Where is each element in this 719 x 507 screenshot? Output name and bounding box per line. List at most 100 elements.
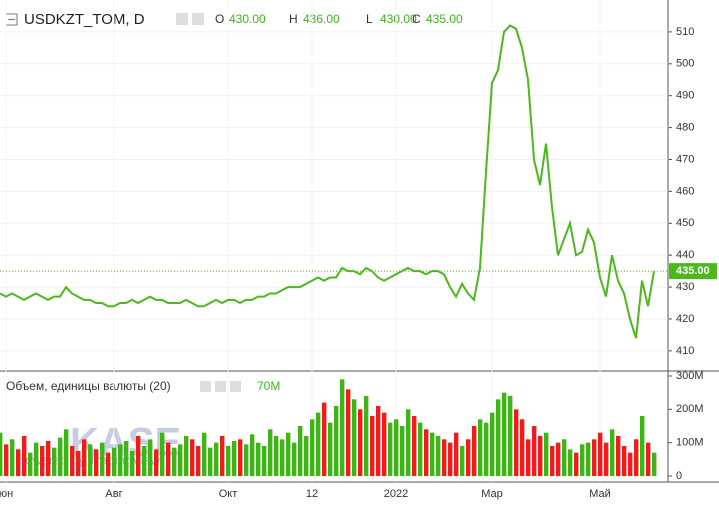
y-tick-label: 450 bbox=[676, 217, 694, 229]
volume-bar bbox=[592, 439, 597, 476]
volume-bar bbox=[448, 442, 453, 476]
volume-bar bbox=[16, 449, 21, 476]
volume-bar bbox=[532, 426, 537, 476]
ohlc-value: 435.00 bbox=[426, 12, 463, 26]
volume-bar bbox=[388, 422, 393, 476]
y-tick-label: 420 bbox=[676, 313, 694, 325]
volume-bar bbox=[394, 419, 399, 476]
volume-bar bbox=[562, 439, 567, 476]
volume-bar bbox=[160, 432, 165, 476]
volume-bar bbox=[76, 451, 81, 476]
volume-bar bbox=[238, 439, 243, 476]
ohlc-key: O bbox=[215, 12, 224, 26]
volume-bar bbox=[262, 446, 267, 476]
y-tick-label: 410 bbox=[676, 345, 694, 357]
volume-bar bbox=[496, 399, 501, 476]
volume-bar bbox=[514, 409, 519, 476]
x-tick-label: 12 bbox=[306, 488, 318, 500]
volume-bar bbox=[184, 436, 189, 476]
y-tick-label: 500 bbox=[676, 58, 694, 70]
volume-bar bbox=[124, 441, 129, 476]
volume-title: Объем, единицы валюты (20) bbox=[6, 379, 171, 393]
ohlc-key: C bbox=[412, 12, 421, 26]
last-price-box bbox=[669, 263, 717, 280]
volume-bar bbox=[484, 422, 489, 476]
x-tick-label: 2022 bbox=[384, 488, 408, 500]
volume-bar bbox=[28, 452, 33, 476]
volume-bar bbox=[196, 446, 201, 476]
volume-bar bbox=[226, 446, 231, 476]
volume-bar bbox=[292, 442, 297, 476]
volume-bar bbox=[190, 439, 195, 476]
volume-bar bbox=[172, 447, 177, 476]
volume-bar bbox=[622, 446, 627, 476]
volume-bar bbox=[148, 439, 153, 476]
volume-bar bbox=[94, 449, 99, 476]
ohlc-key: H bbox=[289, 12, 298, 26]
volume-bar bbox=[232, 441, 237, 476]
y-tick-label: 470 bbox=[676, 153, 694, 165]
volume-bar bbox=[472, 426, 477, 476]
volume-bar bbox=[64, 429, 69, 476]
volume-bar bbox=[412, 416, 417, 476]
ohlc-value: 436.00 bbox=[303, 12, 340, 26]
volume-bar bbox=[460, 446, 465, 476]
close-icon[interactable] bbox=[230, 381, 241, 392]
volume-bar bbox=[652, 452, 657, 476]
volume-bar bbox=[568, 449, 573, 476]
eye-icon[interactable] bbox=[176, 13, 188, 25]
volume-bar bbox=[280, 439, 285, 476]
volume-bar bbox=[70, 446, 75, 476]
volume-bar bbox=[316, 412, 321, 476]
volume-bar bbox=[544, 432, 549, 476]
volume-bar bbox=[88, 444, 93, 476]
volume-bar bbox=[220, 436, 225, 476]
volume-bar bbox=[364, 396, 369, 476]
eye-icon[interactable] bbox=[200, 381, 211, 392]
ohlc-value: 430.00 bbox=[229, 12, 266, 26]
volume-bar bbox=[82, 439, 87, 476]
volume-bar bbox=[22, 436, 27, 476]
settings-icon[interactable] bbox=[192, 13, 204, 25]
volume-bar bbox=[520, 419, 525, 476]
volume-bar bbox=[136, 436, 141, 476]
volume-bar bbox=[628, 452, 633, 476]
x-tick-label: Окт bbox=[219, 488, 238, 500]
volume-bar bbox=[586, 442, 591, 476]
volume-bar bbox=[52, 447, 57, 476]
volume-bar bbox=[400, 426, 405, 476]
y-tick-label: 510 bbox=[676, 26, 694, 38]
volume-bar bbox=[418, 422, 423, 476]
volume-bar bbox=[142, 446, 147, 476]
volume-bar bbox=[202, 432, 207, 476]
volume-bar bbox=[286, 432, 291, 476]
volume-bar bbox=[58, 437, 63, 476]
volume-bar bbox=[490, 412, 495, 476]
y-tick-label: 490 bbox=[676, 90, 694, 102]
volume-bar bbox=[0, 432, 3, 476]
y-tick-label: 430 bbox=[676, 281, 694, 293]
volume-bar bbox=[304, 436, 309, 476]
y-tick-label: 440 bbox=[676, 249, 694, 261]
volume-bar bbox=[442, 439, 447, 476]
volume-bar bbox=[610, 429, 615, 476]
volume-bar bbox=[526, 439, 531, 476]
settings-icon[interactable] bbox=[215, 381, 226, 392]
volume-bar bbox=[328, 422, 333, 476]
y-tick-label: 200M bbox=[676, 403, 704, 415]
x-tick-label: Мар bbox=[481, 488, 503, 500]
volume-bar bbox=[346, 389, 351, 476]
volume-bar bbox=[268, 429, 273, 476]
y-tick-label: 460 bbox=[676, 185, 694, 197]
volume-bar bbox=[370, 416, 375, 476]
volume-bar bbox=[580, 444, 585, 476]
volume-bar bbox=[118, 444, 123, 476]
x-tick-label: Май bbox=[589, 488, 611, 500]
y-tick-label: 480 bbox=[676, 121, 694, 133]
volume-bar bbox=[100, 442, 105, 476]
volume-bar bbox=[574, 452, 579, 476]
volume-bar bbox=[4, 444, 9, 476]
volume-bar bbox=[550, 446, 555, 476]
volume-bar bbox=[634, 439, 639, 476]
